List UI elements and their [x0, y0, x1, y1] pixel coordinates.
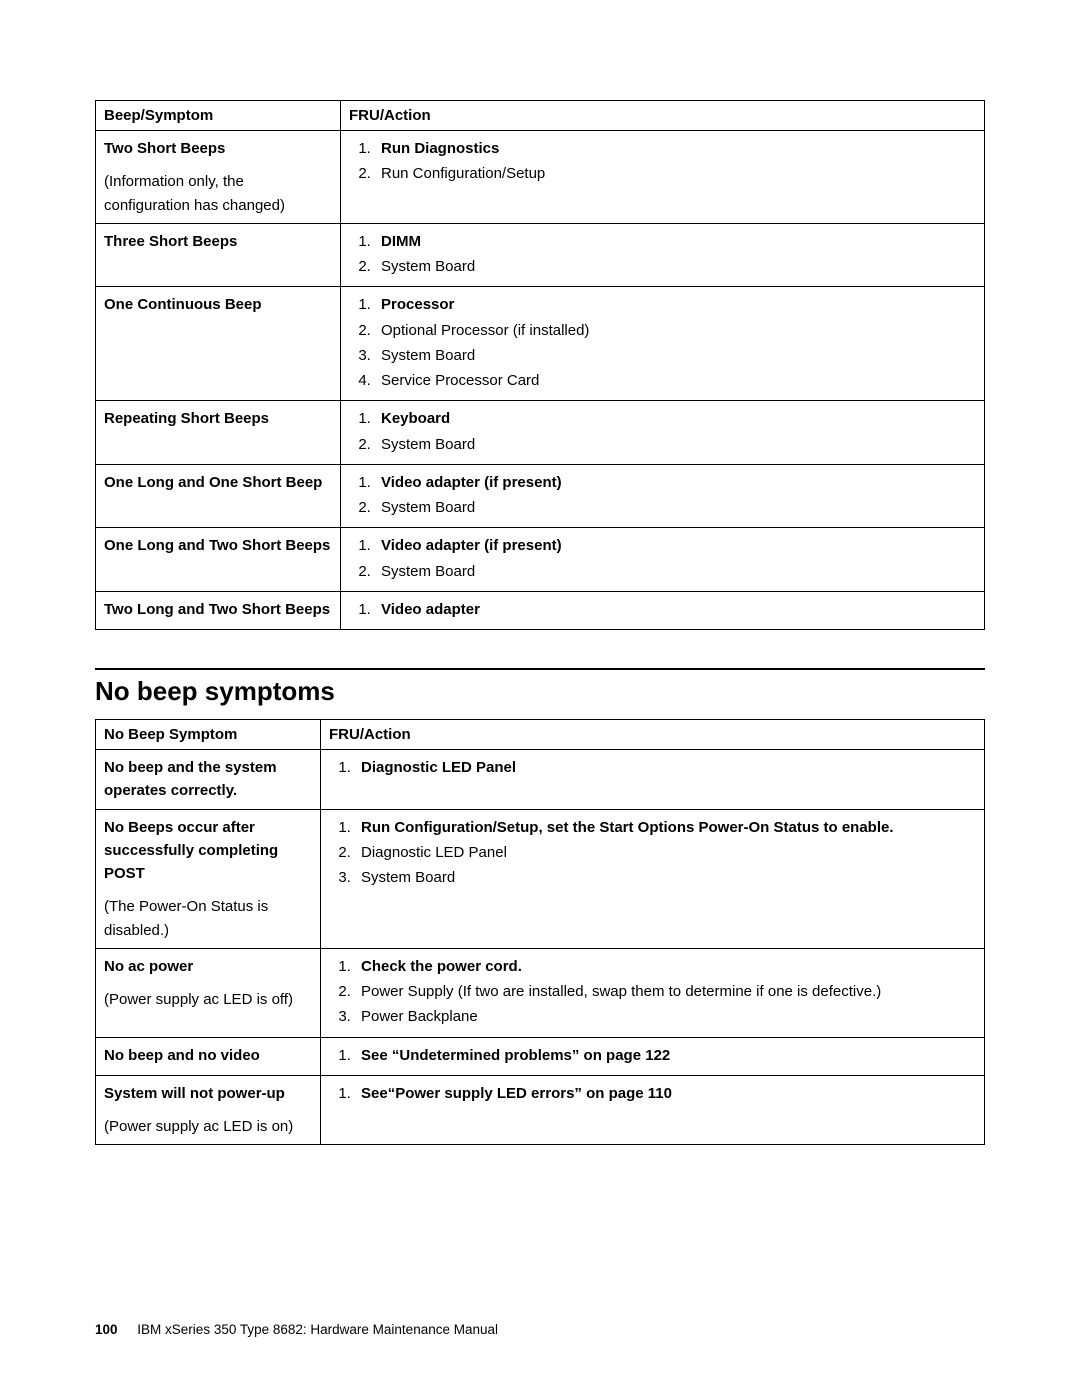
action-cell: Processor Optional Processor (if installe… — [341, 287, 985, 401]
action-cell: Video adapter — [341, 591, 985, 629]
symptom-title: No beep and no video — [104, 1044, 312, 1067]
symptom-note: (Power supply ac LED is on) — [104, 1115, 312, 1138]
table-row: No Beeps occur after successfully comple… — [96, 809, 985, 948]
nobeep-header-right: FRU/Action — [321, 720, 985, 750]
action-item: Run Diagnostics — [375, 137, 976, 160]
action-cell: DIMMSystem Board — [341, 223, 985, 287]
action-item: System Board — [355, 866, 976, 889]
symptom-cell: Repeating Short Beeps — [96, 401, 341, 465]
symptom-title: System will not power-up — [104, 1082, 312, 1105]
action-list: Keyboard System Board — [349, 407, 976, 456]
nobeep-header-left: No Beep Symptom — [96, 720, 321, 750]
table-row: Two Short Beeps (Information only, the co… — [96, 131, 985, 224]
table-row: No beep and no video See “Undetermined pr… — [96, 1037, 985, 1075]
action-cell: Diagnostic LED Panel — [321, 750, 985, 810]
action-list: See“Power supply LED errors” on page 110 — [329, 1082, 976, 1105]
section-heading: No beep symptoms — [95, 676, 985, 707]
action-cell: Keyboard System Board — [341, 401, 985, 465]
table-row: Two Long and Two Short Beeps Video adapte… — [96, 591, 985, 629]
action-cell: Video adapter (if present) System Board — [341, 528, 985, 592]
symptom-cell: One Continuous Beep — [96, 287, 341, 401]
action-cell: Video adapter (if present)System Board — [341, 464, 985, 528]
action-item: Check the power cord. — [355, 955, 976, 978]
action-list: Video adapter (if present)System Board — [349, 471, 976, 520]
symptom-title: No ac power — [104, 955, 312, 978]
section-rule — [95, 668, 985, 670]
symptom-note: (Power supply ac LED is off) — [104, 988, 312, 1011]
action-item: System Board — [375, 496, 976, 519]
action-item: System Board — [375, 433, 976, 456]
action-item: Diagnostic LED Panel — [355, 756, 976, 779]
action-item: Power Backplane — [355, 1005, 976, 1028]
symptom-cell: Two Short Beeps (Information only, the co… — [96, 131, 341, 224]
action-list: Check the power cord.Power Supply (If tw… — [329, 955, 976, 1029]
table-row: Repeating Short Beeps Keyboard System Boar… — [96, 401, 985, 465]
action-cell: Run Configuration/Setup, set the Start O… — [321, 809, 985, 948]
symptom-title: Three Short Beeps — [104, 230, 332, 253]
symptom-title: One Long and Two Short Beeps — [104, 534, 332, 557]
symptom-title: No Beeps occur after successfully comple… — [104, 816, 312, 886]
table-row: No beep and the system operates correctl… — [96, 750, 985, 810]
symptom-cell: Three Short Beeps — [96, 223, 341, 287]
action-cell: Check the power cord.Power Supply (If tw… — [321, 948, 985, 1037]
action-list: Processor Optional Processor (if installe… — [349, 293, 976, 392]
beep-symptom-table: Beep/Symptom FRU/Action Two Short Beeps (… — [95, 100, 985, 630]
table-row: No ac power (Power supply ac LED is off) C… — [96, 948, 985, 1037]
action-list: Video adapter (if present) System Board — [349, 534, 976, 583]
symptom-note: (The Power-On Status is disabled.) — [104, 895, 312, 942]
action-item: Processor — [375, 293, 976, 316]
symptom-cell: System will not power-up (Power supply ac… — [96, 1075, 321, 1145]
action-cell: See “Undetermined problems” on page 122 — [321, 1037, 985, 1075]
action-item: DIMM — [375, 230, 976, 253]
table-row: Three Short Beeps DIMMSystem Board — [96, 223, 985, 287]
symptom-cell: One Long and One Short Beep — [96, 464, 341, 528]
symptom-cell: One Long and Two Short Beeps — [96, 528, 341, 592]
action-list: Run DiagnosticsRun Configuration/Setup — [349, 137, 976, 186]
table-row: One Long and Two Short Beeps Video adapte… — [96, 528, 985, 592]
action-item: System Board — [375, 560, 976, 583]
action-list: Run Configuration/Setup, set the Start O… — [329, 816, 976, 890]
action-cell: Run DiagnosticsRun Configuration/Setup — [341, 131, 985, 224]
action-item: See “Undetermined problems” on page 122 — [355, 1044, 976, 1067]
action-item: Video adapter (if present) — [375, 471, 976, 494]
page-number: 100 — [95, 1322, 118, 1337]
table-row: One Long and One Short Beep Video adapter… — [96, 464, 985, 528]
symptom-cell: Two Long and Two Short Beeps — [96, 591, 341, 629]
action-item: Diagnostic LED Panel — [355, 841, 976, 864]
symptom-title: Two Short Beeps — [104, 137, 332, 160]
action-item: Optional Processor (if installed) — [375, 319, 976, 342]
action-list: Diagnostic LED Panel — [329, 756, 976, 779]
symptom-title: One Long and One Short Beep — [104, 471, 332, 494]
action-cell: See“Power supply LED errors” on page 110 — [321, 1075, 985, 1145]
action-item: Run Configuration/Setup, set the Start O… — [355, 816, 976, 839]
symptom-cell: No beep and no video — [96, 1037, 321, 1075]
action-item: Video adapter (if present) — [375, 534, 976, 557]
action-list: See “Undetermined problems” on page 122 — [329, 1044, 976, 1067]
symptom-title: One Continuous Beep — [104, 293, 332, 316]
symptom-title: Repeating Short Beeps — [104, 407, 332, 430]
symptom-title: Two Long and Two Short Beeps — [104, 598, 332, 621]
action-item: Power Supply (If two are installed, swap… — [355, 980, 976, 1003]
symptom-cell: No ac power (Power supply ac LED is off) — [96, 948, 321, 1037]
symptom-note: (Information only, the configuration has… — [104, 170, 332, 217]
doc-title: IBM xSeries 350 Type 8682: Hardware Main… — [137, 1322, 498, 1337]
action-item: Keyboard — [375, 407, 976, 430]
action-item: Service Processor Card — [375, 369, 976, 392]
symptom-title: No beep and the system operates correctl… — [104, 756, 312, 803]
action-list: DIMMSystem Board — [349, 230, 976, 279]
action-item: System Board — [375, 255, 976, 278]
action-item: Run Configuration/Setup — [375, 162, 976, 185]
action-item: System Board — [375, 344, 976, 367]
action-item: Video adapter — [375, 598, 976, 621]
action-item: See“Power supply LED errors” on page 110 — [355, 1082, 976, 1105]
beep-header-right: FRU/Action — [341, 101, 985, 131]
nobeep-symptom-table: No Beep Symptom FRU/Action No beep and t… — [95, 719, 985, 1145]
symptom-cell: No beep and the system operates correctl… — [96, 750, 321, 810]
beep-header-left: Beep/Symptom — [96, 101, 341, 131]
action-list: Video adapter — [349, 598, 976, 621]
table-row: One Continuous Beep Processor Optional Pro… — [96, 287, 985, 401]
symptom-cell: No Beeps occur after successfully comple… — [96, 809, 321, 948]
table-row: System will not power-up (Power supply ac… — [96, 1075, 985, 1145]
page-footer: 100 IBM xSeries 350 Type 8682: Hardware … — [95, 1322, 498, 1337]
